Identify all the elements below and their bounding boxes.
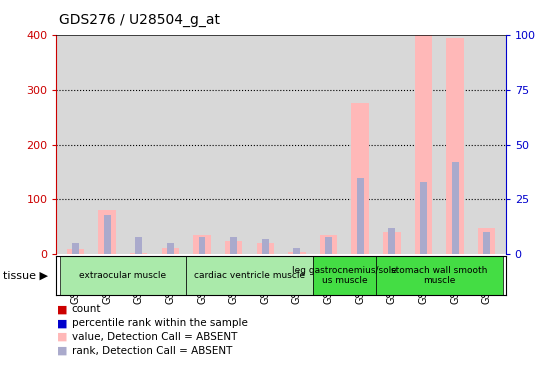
Text: rank, Detection Call = ABSENT: rank, Detection Call = ABSENT [72, 346, 232, 356]
Bar [167, 243, 174, 254]
Bar [60, 256, 186, 295]
Bar [262, 239, 269, 254]
Bar [351, 103, 369, 254]
Bar [293, 248, 300, 254]
Bar [225, 241, 242, 254]
Text: percentile rank within the sample: percentile rank within the sample [72, 318, 247, 328]
Bar [199, 237, 206, 254]
Bar [451, 162, 458, 254]
Text: tissue ▶: tissue ▶ [3, 270, 48, 281]
Bar [288, 252, 306, 254]
Bar [320, 235, 337, 254]
Text: leg gastrocnemius/sole
us muscle: leg gastrocnemius/sole us muscle [292, 266, 397, 285]
Bar [383, 232, 400, 254]
Text: cardiac ventricle muscle: cardiac ventricle muscle [194, 271, 305, 280]
Bar [325, 237, 332, 254]
Bar [67, 249, 84, 254]
Bar [98, 210, 116, 254]
Text: extraocular muscle: extraocular muscle [80, 271, 166, 280]
Bar [447, 37, 464, 254]
Bar [135, 237, 142, 254]
Bar [104, 215, 111, 254]
Bar [483, 232, 490, 254]
Bar [478, 228, 495, 254]
Bar [130, 253, 147, 254]
Bar [357, 178, 364, 254]
Text: ■: ■ [56, 304, 67, 314]
Bar [230, 237, 237, 254]
Text: ■: ■ [56, 332, 67, 342]
Bar [420, 182, 427, 254]
Bar [415, 35, 432, 254]
Bar [162, 248, 179, 254]
Bar [193, 235, 211, 254]
Bar [376, 256, 502, 295]
Text: stomach wall smooth
muscle: stomach wall smooth muscle [391, 266, 487, 285]
Text: ■: ■ [56, 318, 67, 328]
Bar [72, 243, 79, 254]
Bar [257, 243, 274, 254]
Text: count: count [72, 304, 101, 314]
Bar [313, 256, 376, 295]
Bar [388, 228, 395, 254]
Text: value, Detection Call = ABSENT: value, Detection Call = ABSENT [72, 332, 237, 342]
Text: ■: ■ [56, 346, 67, 356]
Bar [186, 256, 313, 295]
Text: GDS276 / U28504_g_at: GDS276 / U28504_g_at [59, 13, 220, 27]
